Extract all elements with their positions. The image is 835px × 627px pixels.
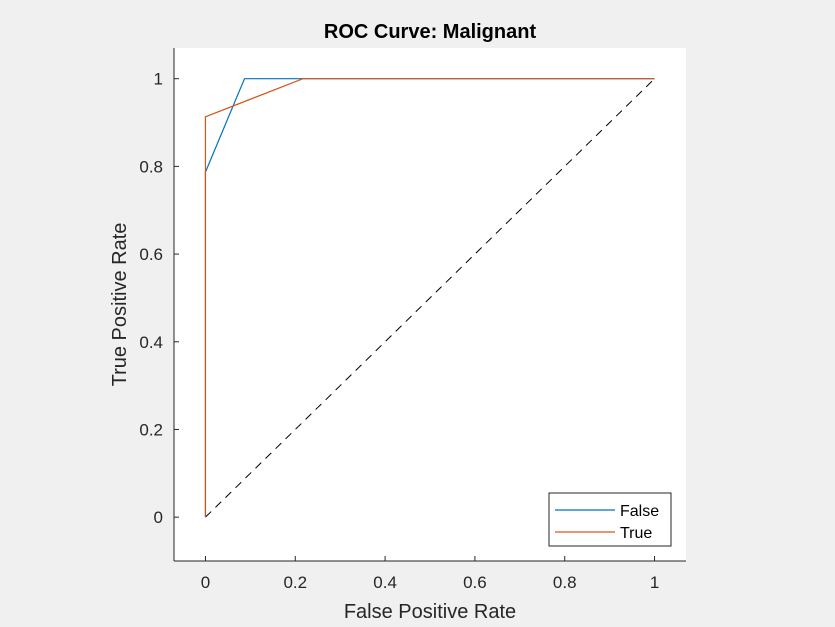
y-tick-label: 0.8 (139, 157, 163, 176)
legend-label-false: False (620, 503, 659, 520)
x-tick-label: 0.4 (373, 573, 397, 592)
chart-title: ROC Curve: Malignant (324, 21, 537, 43)
legend-box (548, 492, 672, 547)
series-line-true (204, 78, 655, 518)
y-axis-label: True Positive Rate (109, 223, 131, 387)
plot-area (174, 48, 686, 561)
y-tick-label: 1 (154, 70, 163, 89)
y-tick-label: 0.4 (139, 333, 163, 352)
reference-diagonal-line (205, 78, 655, 518)
x-tick-label: 1 (650, 573, 659, 592)
x-tick-label: 0.2 (283, 573, 307, 592)
y-tick-label: 0 (154, 508, 163, 527)
y-tick-label: 0.2 (139, 420, 163, 439)
legend-label-true: True (620, 525, 652, 542)
x-axis-label: False Positive Rate (344, 601, 516, 623)
y-tick-label: 0.6 (139, 245, 163, 264)
x-tick-label: 0.6 (463, 573, 487, 592)
x-tick-label: 0 (201, 573, 210, 592)
x-tick-label: 0.8 (553, 573, 577, 592)
